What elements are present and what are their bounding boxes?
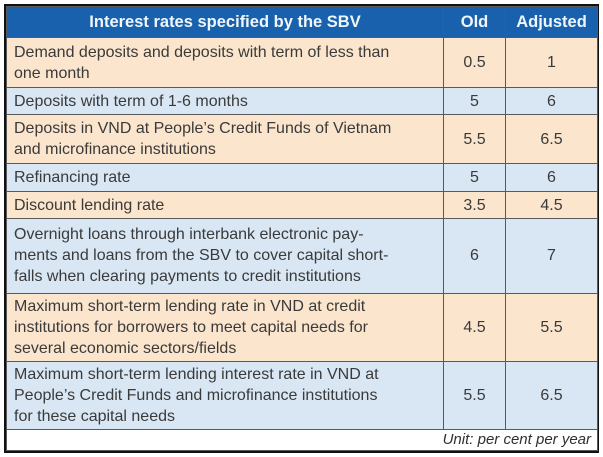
adjusted-value: 1 — [505, 36, 598, 89]
row-label: Deposits with term of 1-6 months — [6, 87, 444, 116]
table-row: Deposits with term of 1-6 months 5 6 — [6, 87, 598, 116]
row-label: Demand deposits and deposits with term o… — [6, 36, 444, 89]
row-label: Maximum short-term lending rate in VND a… — [6, 292, 444, 362]
old-value: 5.5 — [443, 360, 506, 430]
adjusted-value: 4.5 — [505, 191, 598, 220]
table-row: Maximum short-term lending rate in VND a… — [6, 292, 598, 362]
old-value: 4.5 — [443, 292, 506, 362]
row-label: Deposits in VND at People’s Credit Funds… — [6, 114, 444, 165]
table-row: Discount lending rate 3.5 4.5 — [6, 191, 598, 220]
table-frame: Interest rates specified by the SBV Old … — [4, 4, 599, 453]
old-value: 5 — [443, 163, 506, 193]
adjusted-value: 6.5 — [505, 114, 598, 165]
adjusted-value: 6 — [505, 163, 598, 193]
table-row: Maximum short-term lending interest rate… — [6, 360, 598, 430]
row-label: Refinancing rate — [6, 163, 444, 193]
adjusted-value: 6 — [505, 87, 598, 116]
footer-row: Unit: per cent per year — [6, 428, 598, 452]
old-value: 0.5 — [443, 36, 506, 89]
table-row: Deposits in VND at People’s Credit Funds… — [6, 114, 598, 165]
col-header-old: Old — [443, 6, 506, 38]
table-row: Overnight loans through interbank electr… — [6, 218, 598, 294]
old-value: 3.5 — [443, 191, 506, 220]
adjusted-value: 5.5 — [505, 292, 598, 362]
old-value: 5 — [443, 87, 506, 116]
row-label: Discount lending rate — [6, 191, 444, 220]
row-label: Overnight loans through interbank electr… — [6, 218, 444, 294]
interest-rates-table: Interest rates specified by the SBV Old … — [6, 6, 598, 452]
row-label: Maximum short-term lending interest rate… — [6, 360, 444, 430]
col-header-title: Interest rates specified by the SBV — [6, 6, 444, 38]
old-value: 5.5 — [443, 114, 506, 165]
unit-note: Unit: per cent per year — [6, 428, 598, 452]
adjusted-value: 6.5 — [505, 360, 598, 430]
col-header-adjusted: Adjusted — [505, 6, 598, 38]
old-value: 6 — [443, 218, 506, 294]
table-row: Refinancing rate 5 6 — [6, 163, 598, 193]
table-row: Demand deposits and deposits with term o… — [6, 36, 598, 89]
adjusted-value: 7 — [505, 218, 598, 294]
header-row: Interest rates specified by the SBV Old … — [6, 6, 598, 38]
